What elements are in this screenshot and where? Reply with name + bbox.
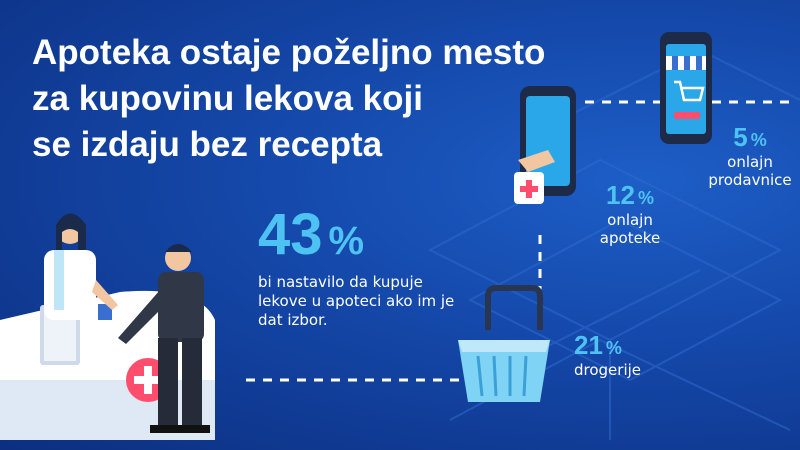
page-title: Apoteka ostaje poželjno mesto za kupovin…: [32, 30, 632, 168]
stat-pharmacy-value: 43: [258, 202, 323, 267]
stat-online-pharmacies-label-1: onlajn: [607, 211, 653, 229]
stat-online-pharmacies: 12% onlajn apoteke: [590, 180, 670, 247]
stat-online-stores-label-1: onlajn: [727, 153, 773, 171]
stat-online-stores-value: 5: [733, 122, 748, 152]
phone-pharmacy-icon: [514, 86, 576, 204]
title-line-2: za kupovinu lekova koji: [32, 79, 423, 118]
stat-pharmacy-label: bi nastavilo da kupuje lekove u apoteci …: [258, 273, 455, 329]
stat-online-stores-label-2: prodavnice: [708, 171, 792, 189]
title-line-1: Apoteka ostaje poželjno mesto: [32, 33, 546, 72]
pharmacist-icon: [44, 213, 118, 320]
stat-online-pharmacies-unit: %: [637, 188, 654, 208]
customer-icon: [118, 244, 210, 433]
stat-online-stores-unit: %: [750, 130, 767, 150]
stat-online-pharmacies-label-2: apoteke: [599, 229, 661, 247]
stat-pharmacy-unit: %: [328, 219, 365, 263]
stat-drugstores-unit: %: [605, 338, 622, 358]
stat-online-pharmacies-value: 12: [606, 180, 635, 210]
title-line-3: se izdaju bez recepta: [32, 125, 383, 164]
basket-icon: [458, 285, 550, 402]
stat-drugstores: 21% drogerije: [574, 330, 641, 379]
stat-drugstores-value: 21: [574, 330, 603, 360]
phone-store-icon: [660, 32, 712, 144]
stat-online-stores: 5% onlajn prodavnice: [702, 122, 798, 189]
stat-drugstores-label: drogerije: [574, 361, 642, 379]
stat-pharmacy: 43% bi nastavilo da kupuje lekove u apot…: [258, 205, 468, 330]
